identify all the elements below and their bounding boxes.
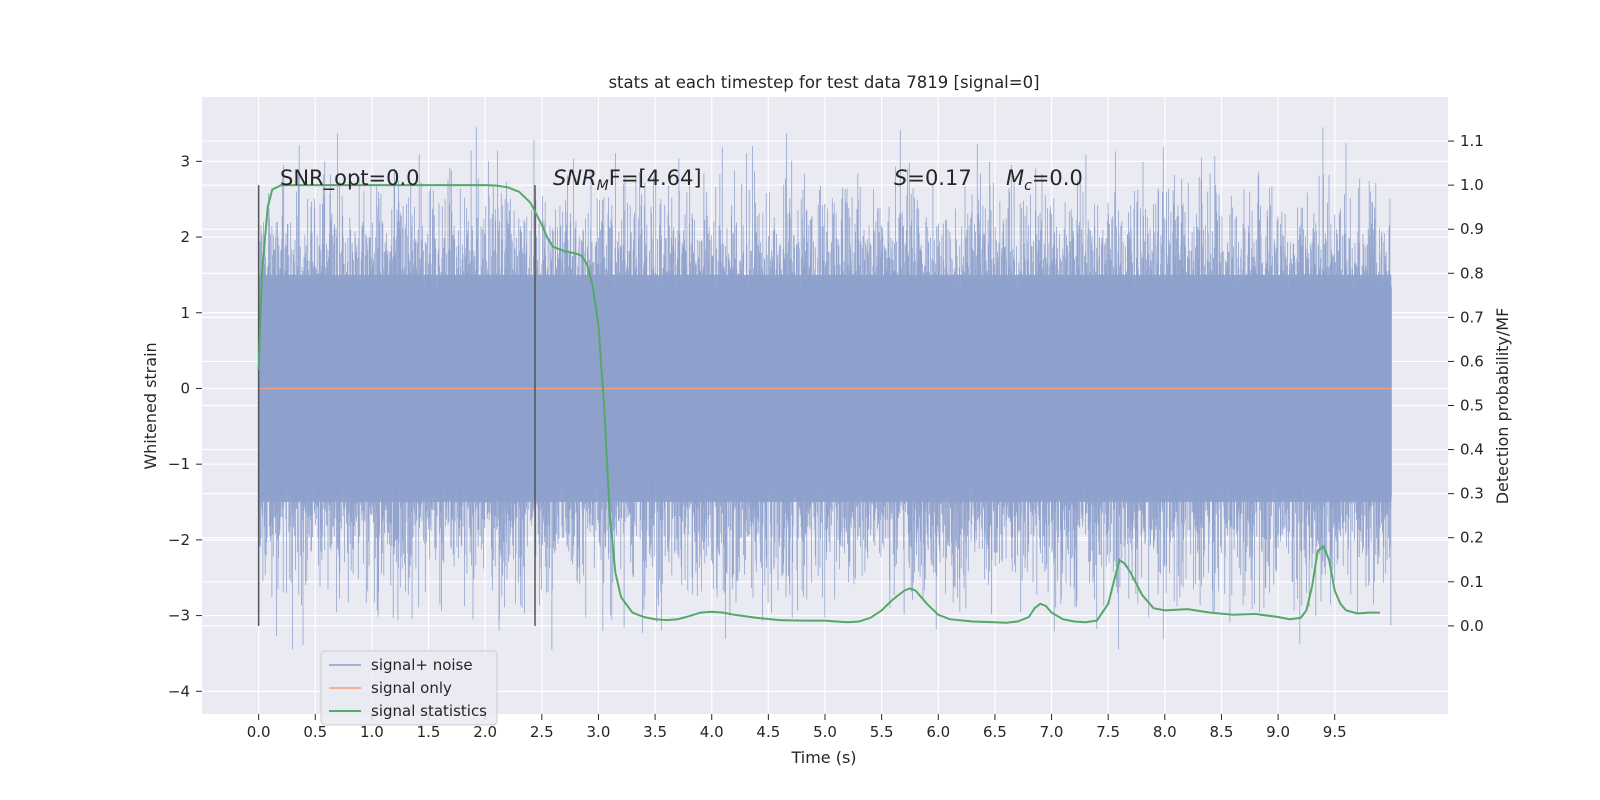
y-right-tick-label: 0.0 — [1460, 617, 1484, 635]
x-tick-label: 4.5 — [756, 723, 780, 741]
x-tick-label: 8.0 — [1153, 723, 1177, 741]
y-left-tick-label: −3 — [168, 607, 190, 625]
y-left-tick-label: 2 — [180, 228, 190, 246]
y-right-tick-label: 1.0 — [1460, 176, 1484, 194]
y-left-tick-label: −2 — [168, 531, 190, 549]
x-tick-label: 0.0 — [247, 723, 271, 741]
y-right-tick-label: 0.3 — [1460, 485, 1484, 503]
x-tick-label: 7.0 — [1040, 723, 1064, 741]
y-left-tick-label: −1 — [168, 455, 190, 473]
y-right-tick-label: 0.4 — [1460, 441, 1484, 459]
y-left-tick-label: 3 — [180, 152, 190, 170]
y-left-axis-ticks: −4 −3 −2 −1 0 1 2 3 — [168, 152, 202, 700]
annotation-s: S=0.17 — [894, 166, 972, 190]
y-right-tick-label: 0.8 — [1460, 264, 1484, 282]
annotation-mc: Mc=0.0 — [1006, 166, 1083, 194]
x-tick-label: 3.5 — [643, 723, 667, 741]
y-right-tick-label: 0.5 — [1460, 397, 1484, 415]
legend-label-signal-only: signal only — [371, 679, 452, 697]
y-right-tick-label: 0.1 — [1460, 573, 1484, 591]
mc-subscript: c — [1024, 178, 1032, 194]
y-right-tick-label: 1.1 — [1460, 132, 1484, 150]
legend-label-signal-noise: signal+ noise — [371, 656, 473, 674]
x-tick-label: 4.0 — [700, 723, 724, 741]
y-right-tick-label: 0.7 — [1460, 308, 1484, 326]
annotation-snr-mf: SNRMF=[4.64] — [553, 166, 702, 194]
y-right-tick-label: 0.2 — [1460, 529, 1484, 547]
s-name: S — [894, 166, 907, 190]
snr-mf-value: F=[4.64] — [609, 166, 702, 190]
snr-mf-subscript: M — [597, 178, 609, 194]
y-right-tick-label: 0.6 — [1460, 352, 1484, 370]
x-tick-label: 9.5 — [1323, 723, 1347, 741]
x-tick-label: 6.0 — [926, 723, 950, 741]
x-tick-label: 2.5 — [530, 723, 554, 741]
y-left-axis-label: Whitened strain — [141, 342, 160, 469]
y-left-tick-label: 0 — [180, 379, 190, 397]
x-axis-label: Time (s) — [790, 748, 856, 767]
y-right-axis-ticks: 0.0 0.1 0.2 0.3 0.4 0.5 0.6 0.7 0.8 0.9 1.0 1.1 — [1448, 132, 1484, 635]
vertical-markers — [257, 185, 536, 626]
s-value: =0.17 — [907, 166, 971, 190]
x-tick-label: 8.5 — [1210, 723, 1234, 741]
y-left-tick-label: −4 — [168, 682, 190, 700]
mc-value: =0.0 — [1032, 166, 1083, 190]
legend: signal+ noise signal only signal statist… — [320, 650, 498, 726]
y-right-tick-label: 0.9 — [1460, 220, 1484, 238]
x-tick-label: 3.0 — [587, 723, 611, 741]
x-tick-label: 0.5 — [303, 723, 327, 741]
snr-mf-name: SNR — [553, 166, 597, 190]
x-tick-label: 6.5 — [983, 723, 1007, 741]
x-tick-label: 1.0 — [360, 723, 384, 741]
x-tick-label: 9.0 — [1266, 723, 1290, 741]
legend-label-signal-statistics: signal statistics — [371, 702, 487, 720]
x-tick-label: 5.0 — [813, 723, 837, 741]
chart-title: stats at each timestep for test data 781… — [608, 73, 1039, 92]
x-tick-label: 7.5 — [1096, 723, 1120, 741]
signal-statistics-line — [257, 184, 1380, 624]
legend-box — [320, 650, 498, 726]
x-tick-label: 2.0 — [473, 723, 497, 741]
y-right-axis-label: Detection probability/MF — [1493, 308, 1512, 505]
annotation-snr-opt: SNR_opt=0.0 — [280, 166, 420, 191]
x-tick-label: 5.5 — [870, 723, 894, 741]
y-left-tick-label: 1 — [180, 304, 190, 322]
mc-name: M — [1006, 166, 1024, 190]
x-tick-label: 1.5 — [417, 723, 441, 741]
x-axis-ticks: 0.0 0.5 1.0 1.5 2.0 2.5 3.0 3.5 4.0 4.5 5.0 5.5 6.0 6… — [247, 714, 1347, 741]
